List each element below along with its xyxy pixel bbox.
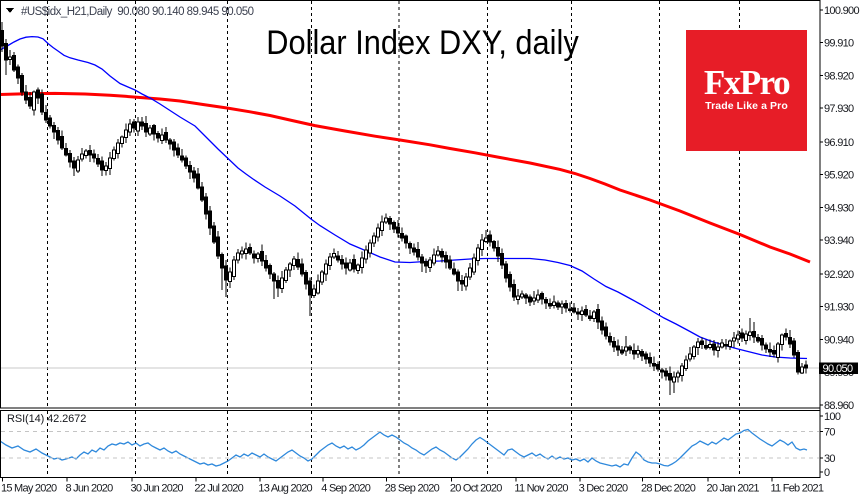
svg-text:11 Nov 2020: 11 Nov 2020 [514, 483, 568, 495]
svg-text:93.940: 93.940 [824, 235, 854, 247]
svg-text:28 Sep 2020: 28 Sep 2020 [385, 483, 440, 495]
svg-text:88.960: 88.960 [824, 400, 854, 412]
svg-text:100: 100 [824, 411, 841, 423]
svg-text:91.930: 91.930 [824, 302, 854, 314]
svg-text:90.940: 90.940 [824, 334, 854, 346]
svg-text:98.920: 98.920 [824, 71, 854, 83]
svg-text:FxPro: FxPro [704, 63, 790, 102]
svg-text:15 May 2020: 15 May 2020 [1, 483, 57, 495]
svg-text:30: 30 [824, 453, 835, 465]
svg-text:0: 0 [824, 467, 830, 479]
svg-text:28 Dec 2020: 28 Dec 2020 [641, 483, 696, 495]
svg-text:95.920: 95.920 [824, 170, 854, 182]
svg-text:97.930: 97.930 [824, 103, 854, 115]
svg-text:Trade Like a Pro: Trade Like a Pro [705, 100, 788, 112]
svg-text:96.910: 96.910 [824, 137, 854, 149]
svg-text:90.050: 90.050 [823, 363, 854, 375]
svg-text:20 Oct 2020: 20 Oct 2020 [450, 483, 502, 495]
svg-text:8 Jun 2020: 8 Jun 2020 [66, 483, 114, 495]
svg-text:20 Jan 2021: 20 Jan 2021 [707, 483, 760, 495]
svg-text:92.920: 92.920 [824, 269, 854, 281]
svg-text:13 Aug 2020: 13 Aug 2020 [258, 483, 312, 495]
svg-text:99.910: 99.910 [824, 38, 854, 50]
svg-text:RSI(14) 42.2672: RSI(14) 42.2672 [7, 413, 86, 425]
svg-text:3 Dec 2020: 3 Dec 2020 [579, 483, 628, 495]
svg-text:22 Jul 2020: 22 Jul 2020 [194, 483, 243, 495]
svg-text:11 Feb 2021: 11 Feb 2021 [771, 483, 824, 495]
svg-text:70: 70 [824, 427, 835, 439]
svg-text:4 Sep 2020: 4 Sep 2020 [321, 483, 370, 495]
svg-text:94.930: 94.930 [824, 203, 854, 215]
svg-text:#US$idx_H21,Daily 90.080 90.1: #US$idx_H21,Daily 90.080 90.140 89.945 9… [21, 6, 254, 18]
svg-text:30 Jun 2020: 30 Jun 2020 [131, 483, 184, 495]
svg-text:100.900: 100.900 [824, 5, 859, 17]
